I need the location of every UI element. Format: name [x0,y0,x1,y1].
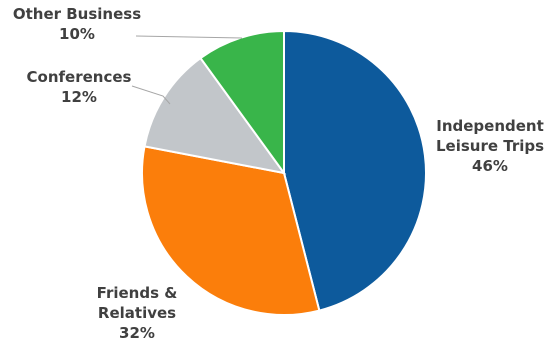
leader-line-other-business [135,35,243,39]
data-label-other-business: 10% [59,25,95,43]
leader-lines-layer [131,35,243,105]
slice-label-conferences: Conferences 12% [27,68,132,106]
category-label-other-business: Other Business [13,5,141,23]
slice-label-friends-relatives: Friends & Relatives 32% [97,284,178,342]
leader-line-conferences [131,85,171,105]
slices-layer [141,29,427,316]
slice-label-independent-leisure-trips: Independent Leisure Trips 46% [436,117,544,175]
category-label-friends-relatives: Relatives [98,304,176,322]
labels-layer: Independent Leisure Trips 46% Friends & Rela… [13,5,544,342]
category-label-independent-leisure-trips: Independent [436,117,544,135]
slice-label-other-business: Other Business 10% [13,5,141,43]
category-label-friends-relatives: Friends & [97,284,178,302]
data-label-conferences: 12% [61,88,97,106]
category-label-conferences: Conferences [27,68,132,86]
category-label-independent-leisure-trips: Leisure Trips [436,137,544,155]
pie-slice-independent-leisure-trips [283,29,427,312]
data-label-friends-relatives: 32% [119,324,155,342]
data-label-independent-leisure-trips: 46% [472,157,508,175]
pie-slice-friends-relatives [141,145,321,316]
